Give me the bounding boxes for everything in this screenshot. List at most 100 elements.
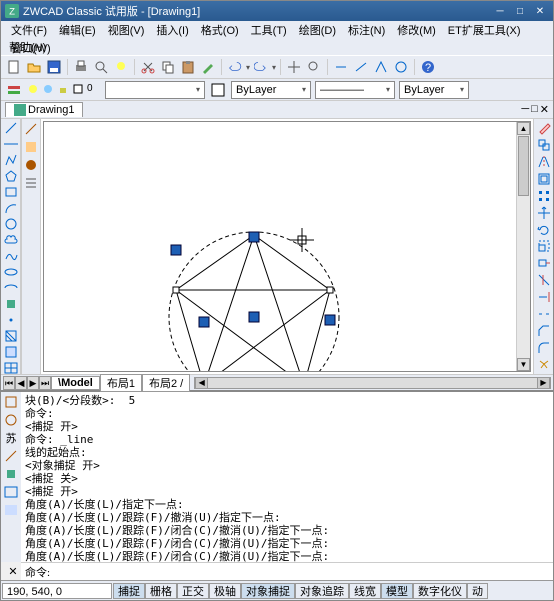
layout-tab-1[interactable]: 布局1 (100, 374, 142, 392)
status-pane-数字化仪[interactable]: 数字化仪 (413, 583, 467, 599)
tool-c-icon[interactable]: 苏 (3, 430, 19, 446)
new-icon[interactable] (5, 58, 23, 76)
copy-icon[interactable] (159, 58, 177, 76)
break-icon[interactable] (536, 306, 552, 321)
rectangle-icon[interactable] (3, 185, 19, 199)
redo-icon[interactable] (252, 58, 270, 76)
status-pane-线宽[interactable]: 线宽 (349, 583, 381, 599)
layout-first-icon[interactable]: ⏮ (3, 376, 15, 390)
menu-et[interactable]: ET扩展工具(X) (442, 21, 527, 39)
tool-b-icon[interactable] (3, 412, 19, 428)
menu-edit[interactable]: 编辑(E) (53, 21, 102, 39)
explode-icon[interactable] (536, 357, 552, 372)
spline-icon[interactable] (3, 249, 19, 263)
minimize-button[interactable]: ─ (491, 4, 509, 18)
layout-tab-model[interactable]: \Model (51, 376, 100, 390)
line-icon[interactable] (3, 121, 19, 135)
dim-aligned-icon[interactable] (352, 58, 370, 76)
menu-insert[interactable]: 插入(I) (150, 21, 194, 39)
point-icon[interactable] (3, 313, 19, 327)
move-icon[interactable] (536, 205, 552, 220)
menu-format[interactable]: 格式(O) (195, 21, 245, 39)
save-icon[interactable] (45, 58, 63, 76)
menu-file[interactable]: 文件(F) (5, 21, 53, 39)
layer-lock-icon[interactable] (57, 83, 71, 97)
circle-icon[interactable] (3, 217, 19, 231)
xline-icon[interactable] (3, 137, 19, 151)
dim-angular-icon[interactable] (372, 58, 390, 76)
lineweight-combo[interactable]: ByLayer▾ (399, 81, 469, 99)
menu-view[interactable]: 视图(V) (102, 21, 151, 39)
polyline-icon[interactable] (3, 153, 19, 167)
color-icon[interactable] (209, 81, 227, 99)
lightbulb-icon[interactable] (112, 58, 130, 76)
status-pane-栅格[interactable]: 栅格 (145, 583, 177, 599)
menu-tools[interactable]: 工具(T) (245, 21, 293, 39)
pan-icon[interactable] (285, 58, 303, 76)
offset-icon[interactable] (536, 172, 552, 187)
close-button[interactable]: ✕ (531, 4, 549, 18)
fillet-icon[interactable] (536, 340, 552, 355)
doc-close-icon[interactable]: ✕ (540, 103, 549, 116)
scale-icon[interactable] (536, 239, 552, 254)
layer-freeze-icon[interactable] (42, 83, 56, 97)
array-icon[interactable] (536, 188, 552, 203)
polygon-icon[interactable] (3, 169, 19, 183)
table-icon[interactable] (3, 361, 19, 375)
tool-d-icon[interactable] (3, 448, 19, 464)
open-icon[interactable] (25, 58, 43, 76)
command-input[interactable] (54, 566, 549, 578)
dim-linear-icon[interactable] (332, 58, 350, 76)
revcloud-icon[interactable] (3, 233, 19, 247)
ellipse-icon[interactable] (3, 265, 19, 279)
layout-next-icon[interactable]: ▶ (27, 376, 39, 390)
cut-icon[interactable] (139, 58, 157, 76)
help-icon[interactable]: ? (419, 58, 437, 76)
erase-icon[interactable] (536, 121, 552, 136)
vertical-scrollbar[interactable]: ▲ ▼ (516, 122, 530, 371)
tool-e-icon[interactable] (3, 466, 19, 482)
scroll-up-icon[interactable]: ▲ (517, 122, 530, 135)
rotate-icon[interactable] (536, 222, 552, 237)
layermgr-icon[interactable] (5, 81, 23, 99)
status-pane-正交[interactable]: 正交 (177, 583, 209, 599)
hscroll[interactable]: ◀▶ (194, 377, 551, 389)
dim-radius-icon[interactable] (392, 58, 410, 76)
print-icon[interactable] (72, 58, 90, 76)
color-combo[interactable]: ByLayer▾ (231, 81, 311, 99)
zoom-icon[interactable] (305, 58, 323, 76)
menu-help[interactable]: 帮助(H) (5, 41, 50, 55)
layer-color-icon[interactable] (72, 83, 86, 97)
undo-icon[interactable] (226, 58, 244, 76)
tool-f-icon[interactable] (3, 484, 19, 500)
list-icon[interactable] (23, 175, 39, 191)
layout-tab-2[interactable]: 布局2 / (142, 374, 190, 392)
cmd-x-icon[interactable]: ✕ (5, 564, 21, 580)
mirror-icon[interactable] (536, 155, 552, 170)
layer-on-icon[interactable] (27, 83, 41, 97)
status-pane-动[interactable]: 动 (467, 583, 488, 599)
paste-icon[interactable] (179, 58, 197, 76)
layout-prev-icon[interactable]: ◀ (15, 376, 27, 390)
arc-icon[interactable] (3, 201, 19, 215)
doc-tab-drawing1[interactable]: Drawing1 (5, 102, 83, 117)
menu-dimension[interactable]: 标注(N) (342, 21, 391, 39)
insert-icon[interactable] (3, 297, 19, 311)
distance-icon[interactable] (23, 121, 39, 137)
massprop-icon[interactable] (23, 157, 39, 173)
matchprop-icon[interactable] (199, 58, 217, 76)
maximize-button[interactable]: □ (511, 4, 529, 18)
status-pane-捕捉[interactable]: 捕捉 (113, 583, 145, 599)
drawing-canvas[interactable]: XY ▲ ▼ (43, 121, 531, 372)
stretch-icon[interactable] (536, 256, 552, 271)
layer-0-icon[interactable]: 0 (87, 83, 101, 97)
status-pane-模型[interactable]: 模型 (381, 583, 413, 599)
chamfer-icon[interactable] (536, 323, 552, 338)
status-pane-对象追踪[interactable]: 对象追踪 (295, 583, 349, 599)
doc-minimize-icon[interactable]: ─ (521, 103, 529, 116)
scroll-thumb[interactable] (518, 136, 529, 196)
doc-restore-icon[interactable]: □ (531, 103, 538, 116)
copy2-icon[interactable] (536, 138, 552, 153)
menu-modify[interactable]: 修改(M) (391, 21, 442, 39)
tool-a-icon[interactable] (3, 394, 19, 410)
